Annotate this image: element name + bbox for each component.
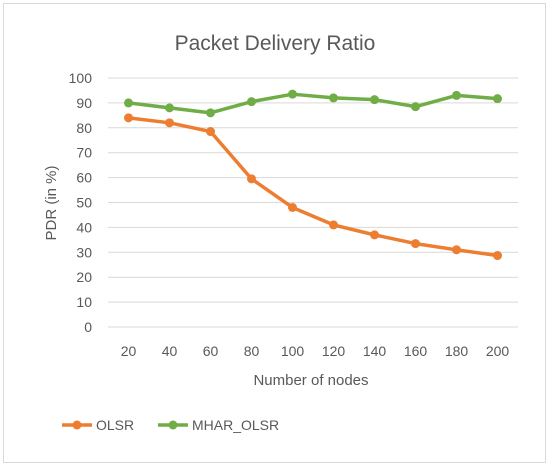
- legend-marker: [168, 420, 178, 430]
- y-tick-label: 0: [84, 319, 92, 335]
- series-line-olsr: [126, 116, 500, 258]
- x-axis-label: Number of nodes: [253, 372, 368, 389]
- chart-frame: [3, 3, 546, 463]
- data-point: [288, 89, 297, 99]
- data-point: [206, 108, 215, 118]
- series-mhar_olsr: [124, 89, 502, 118]
- x-tick-label: 40: [162, 343, 178, 359]
- data-point: [411, 102, 420, 112]
- y-tick-label: 50: [76, 195, 92, 211]
- x-tick-label: 140: [363, 343, 387, 359]
- data-point: [411, 239, 420, 249]
- x-tick-labels: 20 40 60 80 100 120 140 160 180 200: [121, 343, 510, 359]
- data-point: [329, 93, 338, 103]
- y-tick-label: 60: [76, 170, 92, 186]
- data-point: [493, 251, 502, 261]
- data-point: [247, 97, 256, 107]
- data-point: [452, 90, 461, 100]
- x-tick-label: 20: [121, 343, 137, 359]
- data-point: [247, 174, 256, 184]
- x-tick-label: 200: [486, 343, 510, 359]
- y-tick-label: 20: [76, 269, 92, 285]
- legend-item-olsr: OLSR: [62, 417, 134, 433]
- legend-item-mhar_olsr: MHAR_OLSR: [158, 417, 279, 433]
- y-tick-label: 100: [69, 70, 93, 86]
- x-tick-label: 120: [322, 343, 346, 359]
- y-tick-label: 40: [76, 219, 92, 235]
- series-group: [124, 89, 502, 261]
- data-point: [370, 95, 379, 105]
- chart-title: Packet Delivery Ratio: [175, 32, 376, 55]
- y-tick-label: 80: [76, 120, 92, 136]
- data-point: [206, 127, 215, 137]
- y-axis-label: PDR (in %): [43, 165, 60, 240]
- data-point: [124, 98, 133, 108]
- legend-label: OLSR: [96, 417, 134, 433]
- data-point: [124, 113, 133, 123]
- legend-label: MHAR_OLSR: [192, 417, 279, 433]
- data-point: [370, 230, 379, 240]
- x-tick-label: 80: [244, 343, 260, 359]
- data-point: [493, 94, 502, 104]
- series-line-mhar_olsr: [126, 92, 500, 115]
- y-tick-label: 70: [76, 145, 92, 161]
- series-olsr: [124, 113, 502, 261]
- legend: OLSR MHAR_OLSR: [62, 417, 279, 433]
- y-tick-label: 30: [76, 244, 92, 260]
- x-tick-label: 60: [203, 343, 219, 359]
- x-tick-label: 180: [445, 343, 469, 359]
- data-point: [329, 220, 338, 230]
- y-tick-label: 10: [76, 294, 92, 310]
- data-point: [165, 118, 174, 128]
- data-point: [288, 202, 297, 212]
- gridlines: [108, 77, 518, 328]
- y-tick-labels: 0 10 20 30 40 50 60 70 80 90 100: [69, 70, 93, 335]
- data-point: [165, 103, 174, 113]
- x-tick-label: 160: [404, 343, 428, 359]
- legend-marker: [72, 420, 82, 430]
- y-tick-label: 90: [76, 95, 92, 111]
- x-tick-label: 100: [281, 343, 305, 359]
- data-point: [452, 245, 461, 255]
